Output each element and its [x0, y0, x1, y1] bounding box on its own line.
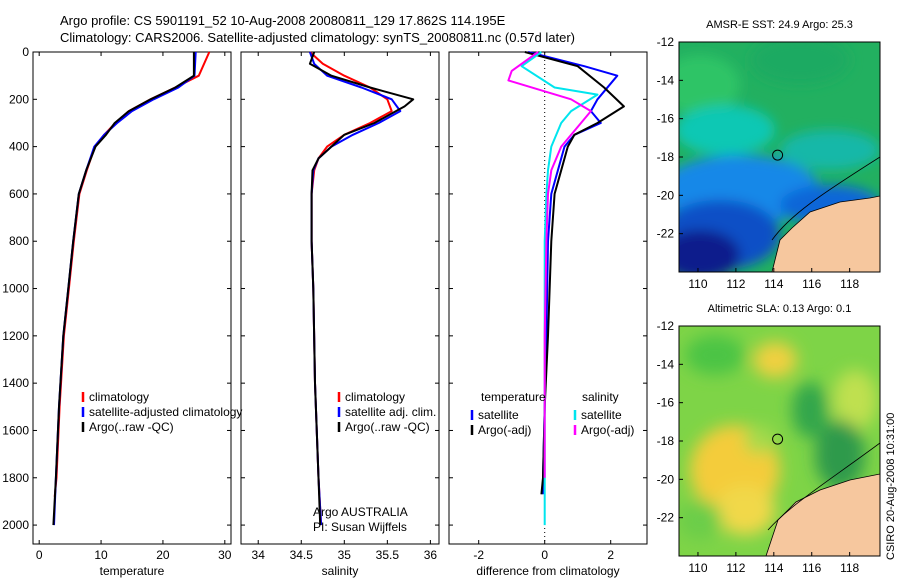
- salinity-series-line-3: [308, 51, 415, 526]
- salinity-panel-frame: [240, 51, 440, 545]
- depth-ytick-label: 1000: [2, 282, 29, 296]
- depth-ytick-label: 0: [22, 45, 29, 59]
- difference-xaxis-label: difference from climatology: [476, 564, 619, 578]
- depth-ytick-label: 1800: [2, 471, 29, 485]
- temperature-xtick-label: 0: [36, 548, 43, 562]
- sst-map-xtick-label: 118: [840, 277, 859, 291]
- sla-map-ytick-label: -20: [657, 472, 675, 486]
- difference-legend-label: Argo(-adj): [581, 423, 634, 437]
- salinity-xaxis-label: salinity: [322, 564, 359, 578]
- float-program-annotation: Argo AUSTRALIA: [313, 505, 408, 519]
- temperature-xtick-label: 30: [218, 548, 232, 562]
- sla-argo-location-marker: [772, 433, 784, 445]
- sla-map-ytick-label: -14: [657, 357, 675, 371]
- difference-legend-group-title: salinity: [582, 390, 619, 404]
- salinity-xtick-label: 35.5: [376, 548, 400, 562]
- sst-map-ytick-label: -22: [657, 227, 675, 241]
- sla-map-xtick-label: 118: [840, 561, 859, 575]
- salinity-xtick-label: 35: [338, 548, 352, 562]
- sla-map: [679, 326, 880, 556]
- salinity-xtick-label: 34.5: [290, 548, 314, 562]
- difference-xtick-label: -2: [473, 548, 484, 562]
- depth-ytick-label: 1600: [2, 423, 29, 437]
- difference-legend-label: Argo(-adj): [478, 423, 531, 437]
- sst-map-ytick-label: -16: [657, 112, 675, 126]
- sst-map-xtick-label: 114: [764, 277, 783, 291]
- salinity-xtick-label: 36: [424, 548, 438, 562]
- depth-ytick-label: 1400: [2, 376, 29, 390]
- salinity-legend-label: climatology: [345, 390, 405, 404]
- difference-xtick-label: 0: [541, 548, 548, 562]
- difference-legend-group-title: temperature: [481, 390, 546, 404]
- temperature-panel-frame: [32, 51, 232, 545]
- figure-title-line1: Argo profile: CS 5901191_52 10-Aug-2008 …: [60, 13, 506, 28]
- temperature-legend-label: satellite-adjusted climatology: [89, 405, 242, 419]
- sst-map-xtick-label: 112: [726, 277, 745, 291]
- sst-map-ytick-label: -20: [657, 188, 675, 202]
- sla-map-ytick-label: -22: [657, 511, 675, 525]
- salinity-legend-label: satellite adj. clim.: [345, 405, 436, 419]
- temperature-legend-label: climatology: [89, 390, 149, 404]
- float-program-annotation: PI: Susan Wijffels: [313, 520, 407, 534]
- temperature-xaxis-label: temperature: [100, 564, 165, 578]
- sst-map-xtick-label: 116: [802, 277, 821, 291]
- salinity-xtick-label: 34: [252, 548, 266, 562]
- sst-map: [679, 42, 880, 272]
- difference-legend-label: satellite: [581, 408, 622, 422]
- sst-map-ytick-label: -14: [657, 73, 675, 87]
- depth-ytick-label: 800: [9, 234, 29, 248]
- difference-legend-label: satellite: [478, 408, 519, 422]
- sla-map-xtick-label: 110: [688, 561, 707, 575]
- figure-title-line2: Climatology: CARS2006. Satellite-adjuste…: [60, 30, 575, 45]
- sst-map-ytick-label: -18: [657, 150, 675, 164]
- depth-ytick-label: 400: [9, 140, 29, 154]
- depth-ytick-label: 1200: [2, 329, 29, 343]
- sla-map-ytick-label: -16: [657, 396, 675, 410]
- depth-ytick-label: 2000: [2, 518, 29, 532]
- sla-map-ytick-label: -12: [657, 319, 675, 333]
- sst-map-title: AMSR-E SST: 24.9 Argo: 25.3: [706, 19, 853, 31]
- sst-map-xtick-label: 110: [688, 277, 707, 291]
- salinity-legend-label: Argo(..raw -QC): [345, 420, 430, 434]
- sla-map-xtick-label: 116: [802, 561, 821, 575]
- sla-map-ytick-label: -18: [657, 434, 675, 448]
- temperature-xtick-label: 20: [156, 548, 170, 562]
- difference-xtick-label: 2: [607, 548, 614, 562]
- sla-map-title: Altimetric SLA: 0.13 Argo: 0.1: [708, 303, 852, 315]
- sst-map-ytick-label: -12: [657, 35, 675, 49]
- temperature-legend-label: Argo(..raw -QC): [89, 420, 174, 434]
- sla-map-xtick-label: 112: [726, 561, 745, 575]
- difference-series-line-4: [507, 51, 592, 478]
- sst-argo-location-marker: [772, 149, 784, 161]
- depth-ytick-label: 200: [9, 92, 29, 106]
- temperature-series-line-3: [52, 52, 195, 526]
- depth-ytick-label: 600: [9, 187, 29, 201]
- temperature-xtick-label: 10: [94, 548, 108, 562]
- sla-map-xtick-label: 114: [764, 561, 783, 575]
